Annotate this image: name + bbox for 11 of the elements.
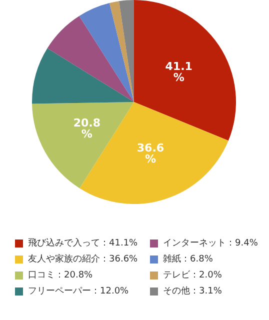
- legend-label: 口コミ：20.8%: [28, 270, 94, 280]
- legend-label: 友人や家族の紹介：36.6%: [28, 254, 138, 264]
- legend-label: 雑紙：6.8%: [163, 254, 214, 264]
- legend-label: 飛び込みで入って：41.1%: [28, 238, 138, 248]
- data-label: 41.1%: [165, 60, 192, 84]
- data-label: 20.8%: [73, 116, 101, 140]
- legend-label: その他：3.1%: [163, 286, 222, 296]
- legend-label: インターネット：9.4%: [163, 238, 258, 248]
- legend-label: テレビ：2.0%: [163, 270, 222, 280]
- legend-label: フリーペーパー：12.0%: [28, 286, 130, 296]
- data-label: 36.6%: [136, 141, 164, 166]
